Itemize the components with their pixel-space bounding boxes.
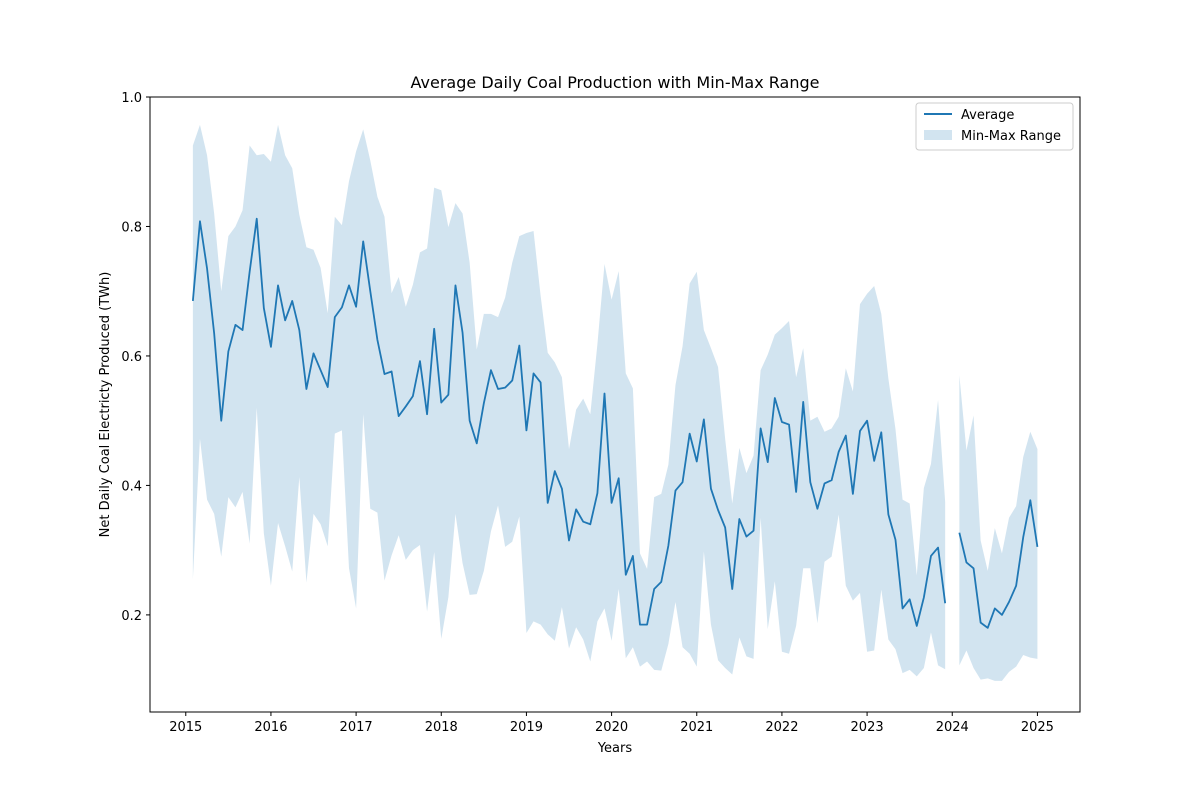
legend-average-label: Average — [961, 108, 1014, 123]
legend: Average Min-Max Range — [915, 102, 1074, 151]
y-tick-label-0.2: 0.2 — [121, 609, 142, 624]
chart-title: Average Daily Coal Production with Min-M… — [411, 73, 820, 92]
x-tick-label-2023: 2023 — [851, 720, 884, 735]
y-axis-ticks: 0.2 0.4 0.6 0.8 1.0 — [121, 91, 150, 624]
x-tick-label-2024: 2024 — [936, 720, 969, 735]
x-tick-label-2022: 2022 — [765, 720, 798, 735]
y-tick-label-0.4: 0.4 — [121, 479, 142, 494]
x-tick-label-2017: 2017 — [340, 720, 373, 735]
y-axis-label: Net Daily Coal Electricty Produced (TWh) — [98, 272, 113, 538]
y-tick-label-0.6: 0.6 — [121, 350, 142, 365]
legend-band-swatch — [924, 130, 952, 140]
x-tick-label-2021: 2021 — [680, 720, 713, 735]
y-tick-label-0.8: 0.8 — [121, 220, 142, 235]
x-tick-label-2020: 2020 — [595, 720, 628, 735]
average-line-segment-0 — [191, 217, 947, 627]
min-max-band-segment-0 — [192, 124, 946, 677]
y-tick-label-1: 1.0 — [121, 91, 142, 106]
legend-box — [915, 102, 1074, 151]
x-axis-label: Years — [597, 741, 633, 756]
x-axis-ticks: 2015 2016 2017 2018 2019 2020 2021 2022 2023 2024… — [169, 712, 1054, 735]
x-tick-label-2016: 2016 — [254, 720, 287, 735]
x-tick-label-2019: 2019 — [510, 720, 543, 735]
x-tick-label-2025: 2025 — [1021, 720, 1054, 735]
min-max-band-layer — [192, 124, 1038, 681]
average-line-layer — [191, 217, 1039, 629]
x-tick-label-2015: 2015 — [169, 720, 202, 735]
plot-frame — [149, 96, 1081, 713]
legend-band-label: Min-Max Range — [961, 129, 1061, 144]
x-tick-label-2018: 2018 — [425, 720, 458, 735]
average-line-segment-1 — [958, 499, 1039, 629]
